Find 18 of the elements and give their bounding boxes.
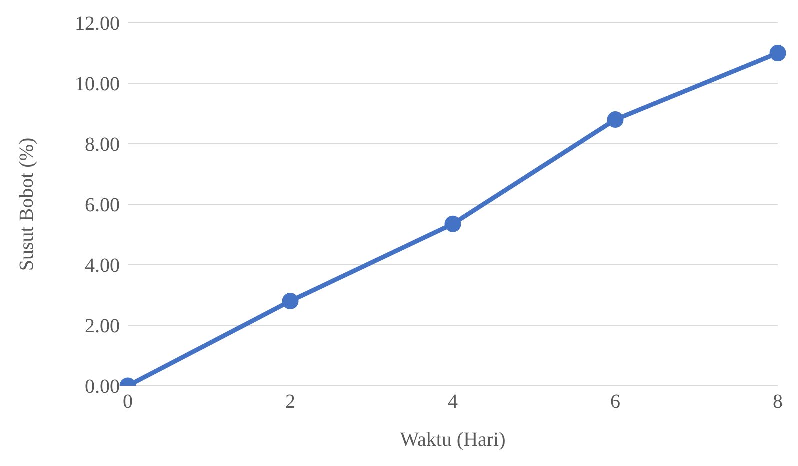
point xyxy=(444,216,462,232)
y-tick-label: 0.00 xyxy=(85,376,120,398)
y-tick-label: 2.00 xyxy=(85,316,120,338)
x-tick-label: 4 xyxy=(448,391,458,414)
y-tick-label: 8.00 xyxy=(85,134,120,156)
point xyxy=(770,45,786,62)
x-tick-label: 2 xyxy=(286,391,296,414)
y-tick-label: 4.00 xyxy=(85,255,120,278)
y-tick-label: 10.00 xyxy=(75,74,120,96)
x-tick-label: 8 xyxy=(773,391,783,414)
y-tick-label: 6.00 xyxy=(85,194,120,217)
x-tick-label: 6 xyxy=(610,391,620,414)
y-tick-label: 12.00 xyxy=(75,13,120,36)
point xyxy=(282,293,299,310)
y-axis-title: Susut Bobot (%) xyxy=(16,138,38,272)
x-axis-title: Waktu (Hari) xyxy=(400,429,506,451)
point xyxy=(607,112,624,128)
x-tick-label: 0 xyxy=(123,391,133,414)
